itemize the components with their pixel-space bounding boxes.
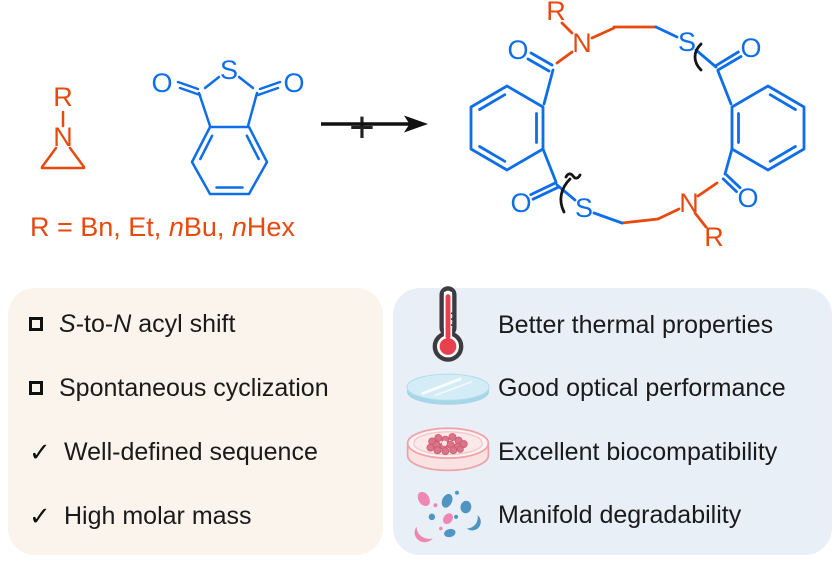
property-label: Manifold degradability — [498, 501, 742, 530]
oxygen-label: O — [510, 188, 531, 218]
feature-item: ✓ High molar mass — [29, 501, 375, 531]
property-item: Better thermal properties — [405, 286, 828, 362]
property-item: Good optical performance — [405, 358, 828, 420]
properties-panel: Better thermal properties Good optical p… — [393, 286, 832, 555]
feature-label: S-to-N acyl shift — [59, 309, 236, 338]
thioanhydride-structure: S O O — [151, 55, 305, 196]
feature-item: S-to-N acyl shift — [29, 309, 375, 339]
r-group-definition: R = Bn, Et, nBu, nHex — [30, 212, 295, 242]
nitrogen-label: N — [679, 188, 699, 218]
fragments-icon — [405, 486, 491, 546]
feature-label: Spontaneous cyclization — [59, 373, 329, 402]
feature-label: Well-defined sequence — [64, 437, 318, 466]
plus-sign: + — [349, 103, 375, 152]
property-item: Excellent biocompatibility — [405, 421, 828, 483]
oxygen-label: O — [740, 33, 761, 63]
nitrogen-label: N — [53, 122, 73, 152]
feature-label: High molar mass — [64, 501, 252, 530]
property-label: Better thermal properties — [498, 310, 774, 339]
sulfur-label: S — [678, 27, 696, 57]
reaction-scheme: R N + S O O — [30, 0, 806, 252]
checkmark-icon: ✓ — [29, 500, 51, 531]
r-group-label: R — [704, 222, 724, 252]
oxygen-label: O — [507, 35, 528, 65]
property-label: Excellent biocompatibility — [498, 437, 778, 466]
sulfur-label: S — [575, 193, 593, 223]
property-label: Good optical performance — [498, 374, 786, 403]
feature-item: ✓ Well-defined sequence — [29, 437, 375, 467]
feature-item: Spontaneous cyclization — [29, 373, 375, 403]
bond-cut-mark — [693, 42, 703, 72]
oxygen-label: O — [737, 183, 758, 213]
oxygen-label: O — [151, 68, 172, 98]
nitrogen-label: N — [572, 28, 592, 58]
repeat-tilde-mark — [564, 172, 582, 180]
property-item: Manifold degradability — [405, 485, 828, 547]
product-macrocycle: O O S O S O R N — [469, 0, 806, 252]
checkbox-square-icon — [29, 381, 43, 395]
r-group-label: R — [53, 82, 73, 112]
lens-icon — [405, 368, 491, 410]
r-group-label: R — [546, 0, 566, 26]
petri-dish-icon — [405, 421, 491, 483]
checkbox-square-icon — [29, 317, 43, 331]
bond-cut-mark — [559, 177, 572, 214]
thermometer-icon — [405, 286, 491, 364]
reaction-arrow — [321, 115, 428, 133]
sulfur-label: S — [220, 55, 238, 85]
oxygen-label: O — [283, 68, 304, 98]
aziridine-structure: R N — [40, 82, 86, 170]
checkmark-icon: ✓ — [29, 436, 51, 467]
features-panel: S-to-N acyl shift Spontaneous cyclizatio… — [8, 288, 383, 555]
